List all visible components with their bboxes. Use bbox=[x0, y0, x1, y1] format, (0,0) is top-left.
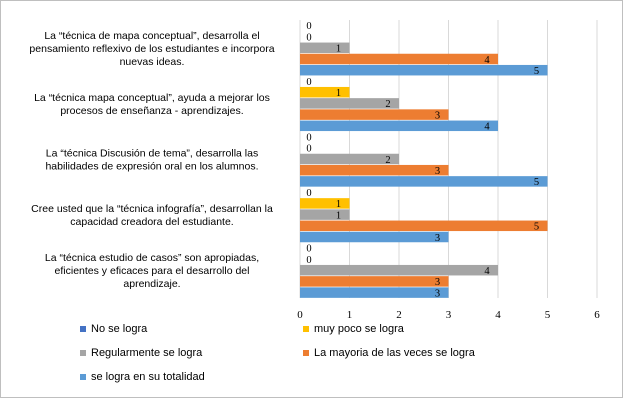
bar bbox=[300, 42, 350, 54]
category-label-line: La “técnica de mapa conceptual”, desarro… bbox=[44, 30, 259, 42]
bar bbox=[300, 53, 498, 65]
legend-label: Regularmente se logra bbox=[91, 347, 203, 359]
bar bbox=[300, 209, 350, 220]
category-label-line: aprendizaje. bbox=[123, 278, 180, 290]
data-label: 0 bbox=[306, 244, 311, 255]
legend-swatch bbox=[80, 350, 86, 356]
data-label: 5 bbox=[534, 177, 539, 188]
bar bbox=[300, 64, 548, 76]
data-label: 1 bbox=[336, 44, 341, 55]
bar bbox=[300, 231, 449, 243]
data-label: 4 bbox=[484, 122, 490, 133]
bar bbox=[300, 164, 449, 176]
category-labels: La “técnica de mapa conceptual”, desarro… bbox=[29, 30, 274, 290]
category-label-line: pensamiento reflexivo de los estudiantes… bbox=[29, 43, 274, 55]
data-label: 3 bbox=[435, 233, 440, 244]
bar bbox=[300, 86, 350, 98]
x-tick-label: 2 bbox=[396, 309, 402, 321]
bar bbox=[300, 120, 498, 132]
bar bbox=[300, 220, 548, 232]
category-label-line: procesos de enseñanza - aprendizajes. bbox=[60, 105, 243, 117]
x-tick-label: 3 bbox=[446, 309, 452, 321]
data-label: 5 bbox=[534, 66, 539, 77]
x-tick-label: 1 bbox=[347, 309, 353, 321]
category-label-line: eficientes y eficaces para el desarrollo… bbox=[55, 265, 250, 277]
bar bbox=[300, 176, 548, 187]
legend-item: muy poco se logra bbox=[303, 323, 404, 335]
data-label: 1 bbox=[336, 199, 341, 210]
data-label: 3 bbox=[435, 288, 440, 299]
bar bbox=[300, 276, 449, 287]
data-label: 0 bbox=[306, 132, 311, 143]
legend-swatch bbox=[80, 326, 86, 332]
data-label: 0 bbox=[306, 77, 311, 88]
data-label: 0 bbox=[306, 188, 311, 199]
legend-label: se logra en su totalidad bbox=[91, 371, 205, 383]
legend-item: No se logra bbox=[80, 323, 147, 335]
category-label-line: habilidades de expresión oral en los alu… bbox=[45, 161, 258, 173]
bar bbox=[300, 287, 449, 298]
category-label-line: nuevas ideas. bbox=[120, 56, 185, 68]
x-tick-label: 6 bbox=[594, 309, 600, 321]
data-label: 0 bbox=[306, 21, 311, 32]
legend-swatch bbox=[80, 374, 86, 380]
x-tick-label: 5 bbox=[545, 309, 551, 321]
data-label: 5 bbox=[534, 222, 539, 233]
data-label: 3 bbox=[435, 110, 440, 121]
data-label: 0 bbox=[306, 144, 311, 155]
category-label-line: capacidad creadora del estudiante. bbox=[70, 216, 233, 228]
data-label: 0 bbox=[306, 255, 311, 266]
data-label: 4 bbox=[484, 266, 490, 277]
bar bbox=[300, 153, 399, 165]
data-label: 1 bbox=[336, 88, 341, 99]
category-label-line: Cree usted que la “técnica infografía”, … bbox=[31, 203, 273, 215]
data-label: 3 bbox=[435, 166, 440, 177]
data-label: 4 bbox=[484, 55, 490, 66]
legend-swatch bbox=[303, 326, 309, 332]
legend-label: La mayoria de las veces se logra bbox=[314, 347, 475, 359]
legend-item: La mayoria de las veces se logra bbox=[303, 347, 475, 359]
bar bbox=[300, 264, 498, 276]
legend-item: se logra en su totalidad bbox=[80, 371, 205, 383]
data-label: 0 bbox=[306, 32, 311, 43]
bar bbox=[300, 109, 449, 120]
bars bbox=[300, 42, 548, 298]
legend-swatch bbox=[303, 350, 309, 356]
legend-label: No se logra bbox=[91, 323, 148, 335]
bar bbox=[300, 198, 350, 209]
category-label-line: La “técnica estudio de casos” son apropi… bbox=[45, 252, 259, 264]
data-label: 3 bbox=[435, 277, 440, 288]
data-label: 2 bbox=[385, 99, 390, 110]
legend-item: Regularmente se logra bbox=[80, 347, 202, 359]
bar bbox=[300, 98, 399, 109]
data-label: 2 bbox=[385, 155, 390, 166]
x-axis-ticks: 0 1 2 3 4 5 6 bbox=[297, 309, 600, 321]
x-tick-label: 4 bbox=[495, 309, 501, 321]
x-tick-label: 0 bbox=[297, 309, 303, 321]
category-label-line: La “técnica Discusión de tema”, desarrol… bbox=[46, 148, 258, 160]
data-label: 1 bbox=[336, 210, 341, 221]
category-label-line: La “técnica mapa conceptual”, ayuda a me… bbox=[34, 92, 270, 104]
legend-label: muy poco se logra bbox=[314, 323, 404, 335]
